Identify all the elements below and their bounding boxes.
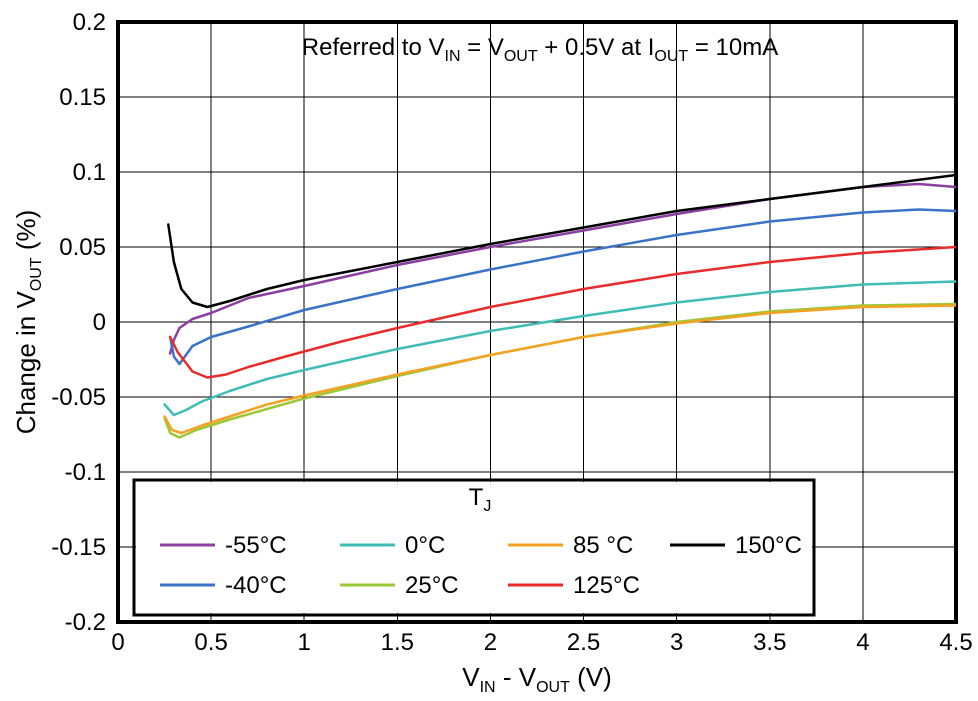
legend: TJ-55°C-40°C0°C25°C85 °C125°C150°C bbox=[134, 480, 814, 615]
legend-label: -40°C bbox=[225, 572, 287, 599]
y-tick-label: -0.1 bbox=[65, 459, 106, 486]
y-tick-label: 0.15 bbox=[59, 84, 106, 111]
line-regulation-chart: -55°C-40°C0°C25°C85°C125°C150°C Referred… bbox=[0, 0, 978, 701]
x-tick-label: 2 bbox=[484, 629, 497, 656]
chart-svg: -55°C-40°C0°C25°C85°C125°C150°C Referred… bbox=[0, 0, 978, 701]
y-tick-label: -0.2 bbox=[65, 609, 106, 636]
y-tick-label: 0 bbox=[93, 309, 106, 336]
x-tick-label: 3.5 bbox=[753, 629, 786, 656]
legend-label: 150°C bbox=[735, 532, 802, 559]
legend-label: -55°C bbox=[225, 532, 287, 559]
legend-label: 125°C bbox=[573, 572, 640, 599]
x-tick-label: 4.5 bbox=[939, 629, 972, 656]
x-tick-label: 4 bbox=[856, 629, 869, 656]
y-tick-label: 0.2 bbox=[73, 9, 106, 36]
x-tick-label: 0.5 bbox=[194, 629, 227, 656]
y-tick-label: -0.05 bbox=[51, 384, 106, 411]
y-tick-label: 0.1 bbox=[73, 159, 106, 186]
x-tick-label: 1 bbox=[298, 629, 311, 656]
legend-label: 0°C bbox=[405, 532, 445, 559]
x-tick-label: 2.5 bbox=[567, 629, 600, 656]
y-axis-title: Change in VOUT (%) bbox=[11, 210, 45, 435]
y-tick-label: 0.05 bbox=[59, 234, 106, 261]
legend-label: 25°C bbox=[405, 572, 459, 599]
legend-label: 85 °C bbox=[573, 532, 633, 559]
y-tick-label: -0.15 bbox=[51, 534, 106, 561]
chart-note: Referred to VIN = VOUT + 0.5V at IOUT = … bbox=[302, 34, 778, 65]
x-tick-label: 3 bbox=[670, 629, 683, 656]
x-tick-label: 1.5 bbox=[381, 629, 414, 656]
x-tick-label: 0 bbox=[111, 629, 124, 656]
chart-note-text: Referred to VIN = VOUT + 0.5V at IOUT = … bbox=[302, 34, 778, 65]
y-axis-title-group: Change in VOUT (%) bbox=[11, 210, 45, 435]
